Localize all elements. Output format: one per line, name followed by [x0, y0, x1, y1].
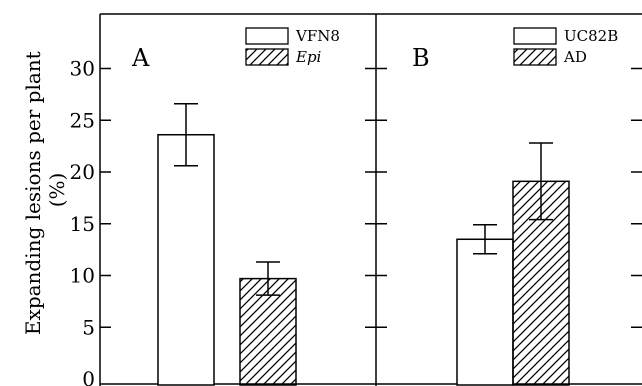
y-axis-label-line-2: (%): [45, 173, 69, 208]
y-tick-label: 25: [70, 108, 95, 132]
y-tick-label: 10: [70, 264, 95, 288]
panel-a-letter: A: [131, 44, 150, 72]
legend-swatch-vfn8: [245, 27, 289, 45]
legend-label-epi: Epi: [295, 48, 322, 66]
y-axis-label-line-1: Expanding lesions per plant: [21, 51, 45, 335]
y-tick-label: 15: [70, 212, 95, 236]
legend-label-uc82b: UC82B: [564, 27, 618, 45]
legend-label-ad: AD: [563, 48, 587, 66]
legend-swatch-epi: [245, 48, 289, 66]
y-tick-label: 5: [82, 315, 95, 339]
bar-vfn8: [157, 133, 215, 386]
y-tick-label: 30: [70, 57, 95, 81]
y-axis-label: Expanding lesions per plant (%): [21, 45, 69, 335]
bar-uc82b: [456, 238, 514, 386]
legend-label-vfn8: VFN8: [295, 27, 340, 45]
panel-b-letter: B: [412, 44, 430, 72]
legend-swatch-uc82b: [513, 27, 557, 45]
y-tick-label: 20: [70, 160, 95, 184]
panel-b: B UC82B AD: [376, 13, 642, 386]
y-tick-label: 0: [82, 367, 95, 386]
panel-a: 0 5 10 15 20 25 30 A VFN8 Epi: [70, 13, 376, 386]
legend-swatch-ad: [513, 48, 557, 66]
panel-a-legend: VFN8 Epi: [245, 27, 340, 66]
panel-b-legend: UC82B AD: [513, 27, 618, 66]
